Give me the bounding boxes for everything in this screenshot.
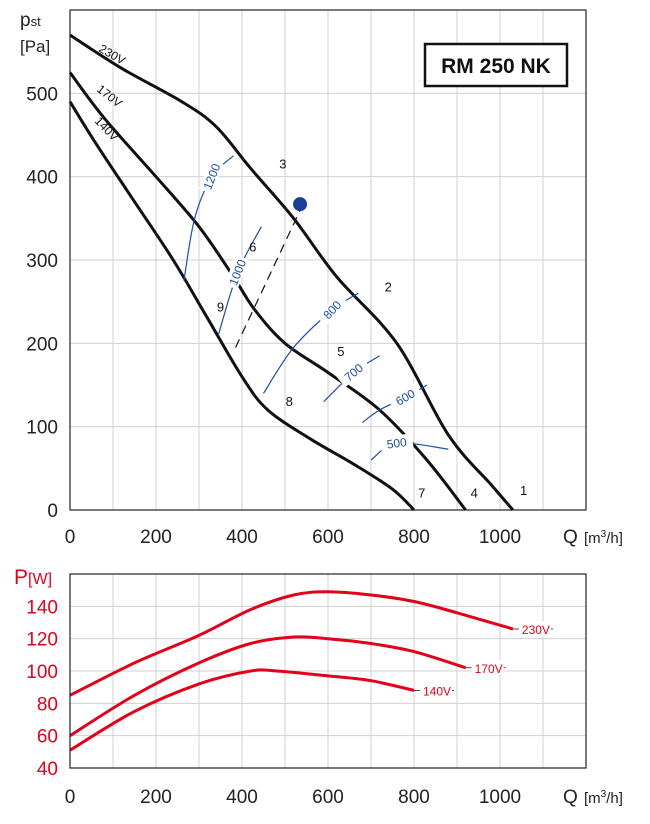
- pressure-x-tick-600: 600: [312, 527, 344, 548]
- pressure-x-tick-800: 800: [398, 527, 430, 548]
- power-ylabel-main: P: [14, 566, 28, 589]
- power-curve-label-140V: 140V: [423, 684, 451, 698]
- power-y-axis-label: P[W]: [14, 566, 52, 589]
- power-grid: [69, 574, 586, 769]
- power-y-tick-80: 80: [37, 694, 58, 715]
- point-label-9: 9: [217, 300, 224, 315]
- point-label-4: 4: [471, 486, 478, 501]
- point-label-8: 8: [286, 394, 293, 409]
- xlabel-unit-pre: [m: [584, 530, 601, 547]
- point-label-3: 3: [279, 156, 286, 171]
- power-xlabel-unit-pre: [m: [584, 790, 601, 807]
- power-curve-label-170V: 170V: [475, 662, 503, 676]
- power-xlabel: Q: [563, 787, 578, 808]
- svg-text:[m3/h]: [m3/h]: [584, 529, 623, 547]
- pressure-x-axis-label: Q [m3/h]: [563, 527, 623, 548]
- pressure-curves: [68, 33, 515, 512]
- power-xlabel-unit-sup: 3: [601, 789, 607, 800]
- speed-line-1200: [183, 155, 234, 281]
- speed-label-group-500: 500: [379, 433, 414, 452]
- pressure-y-tick-500: 500: [26, 84, 58, 105]
- power-y-tick-140: 140: [26, 597, 58, 618]
- speed-label-group-600: 600: [387, 382, 423, 411]
- power-curves: [69, 590, 514, 752]
- pressure-x-tick-400: 400: [226, 527, 258, 548]
- pressure-y-tick-400: 400: [26, 168, 58, 189]
- power-y-tick-120: 120: [26, 630, 58, 651]
- speed-label-500: 500: [386, 435, 408, 452]
- pressure-axis-ticks: 0 200 400 600 800 1000 0 100 200 300 400 500: [26, 84, 521, 548]
- svg-text:pst: pst: [20, 10, 41, 31]
- pressure-y-axis-label: pst [Pa]: [20, 10, 50, 56]
- power-ylabel-unit: [W]: [28, 571, 52, 588]
- power-x-tick-400: 400: [226, 787, 258, 808]
- pressure-x-tick-200: 200: [140, 527, 172, 548]
- power-annotations: 230V 170V 140V: [414, 620, 553, 698]
- power-plot-frame: [69, 573, 587, 769]
- pressure-plot-frame: [69, 9, 587, 511]
- model-title-box: RM 250 NK: [423, 42, 569, 88]
- xlabel-unit-post: /h]: [606, 530, 623, 547]
- pressure-curve-140V: [68, 100, 416, 512]
- power-y-tick-100: 100: [26, 662, 58, 683]
- power-x-tick-600: 600: [312, 787, 344, 808]
- system-line: [235, 205, 303, 348]
- speed-line-800: [262, 292, 359, 394]
- pressure-y-tick-300: 300: [26, 251, 58, 272]
- power-x-tick-1000: 1000: [479, 787, 521, 808]
- power-curve-230V: [69, 590, 514, 697]
- point-label-5: 5: [337, 344, 344, 359]
- ylabel-unit: [Pa]: [20, 37, 50, 56]
- point-label-1: 1: [520, 483, 527, 498]
- point-label-6: 6: [249, 240, 256, 255]
- svg-text:P[W]: P[W]: [14, 566, 52, 589]
- power-x-tick-200: 200: [140, 787, 172, 808]
- ylabel-sub: st: [31, 14, 42, 29]
- operating-point: [293, 197, 308, 212]
- ylabel-main: p: [20, 10, 31, 31]
- power-x-tick-800: 800: [398, 787, 430, 808]
- pressure-curve-label-170V: 170V: [94, 82, 125, 110]
- power-curve-170V: [69, 635, 467, 737]
- power-x-tick-0: 0: [65, 787, 76, 808]
- pressure-curve-170V: [68, 71, 467, 511]
- power-x-axis-label: Q [m3/h]: [563, 787, 623, 808]
- power-y-tick-60: 60: [37, 727, 58, 748]
- power-xlabel-unit-post: /h]: [606, 790, 623, 807]
- power-axis-ticks: 0 200 400 600 800 1000 40 60 80 100 120 140: [26, 597, 521, 808]
- point-label-7: 7: [418, 486, 425, 501]
- speed-label-1000: 1000: [226, 257, 249, 287]
- svg-text:[m3/h]: [m3/h]: [584, 789, 623, 807]
- pressure-curve-label-140V: 140V: [92, 114, 122, 144]
- pressure-y-tick-0: 0: [47, 501, 58, 522]
- point-label-2: 2: [385, 280, 392, 295]
- pressure-y-tick-100: 100: [26, 418, 58, 439]
- pressure-x-tick-1000: 1000: [479, 527, 521, 548]
- model-title: RM 250 NK: [441, 55, 551, 78]
- power-curve-140V: [69, 668, 415, 752]
- xlabel-unit-sup: 3: [601, 529, 607, 540]
- power-y-tick-40: 40: [37, 759, 58, 780]
- pressure-y-tick-200: 200: [26, 334, 58, 355]
- power-curve-label-230V: 230V: [522, 623, 550, 637]
- pressure-x-tick-0: 0: [65, 527, 76, 548]
- pressure-curve-230V: [69, 33, 515, 511]
- xlabel: Q: [563, 527, 578, 548]
